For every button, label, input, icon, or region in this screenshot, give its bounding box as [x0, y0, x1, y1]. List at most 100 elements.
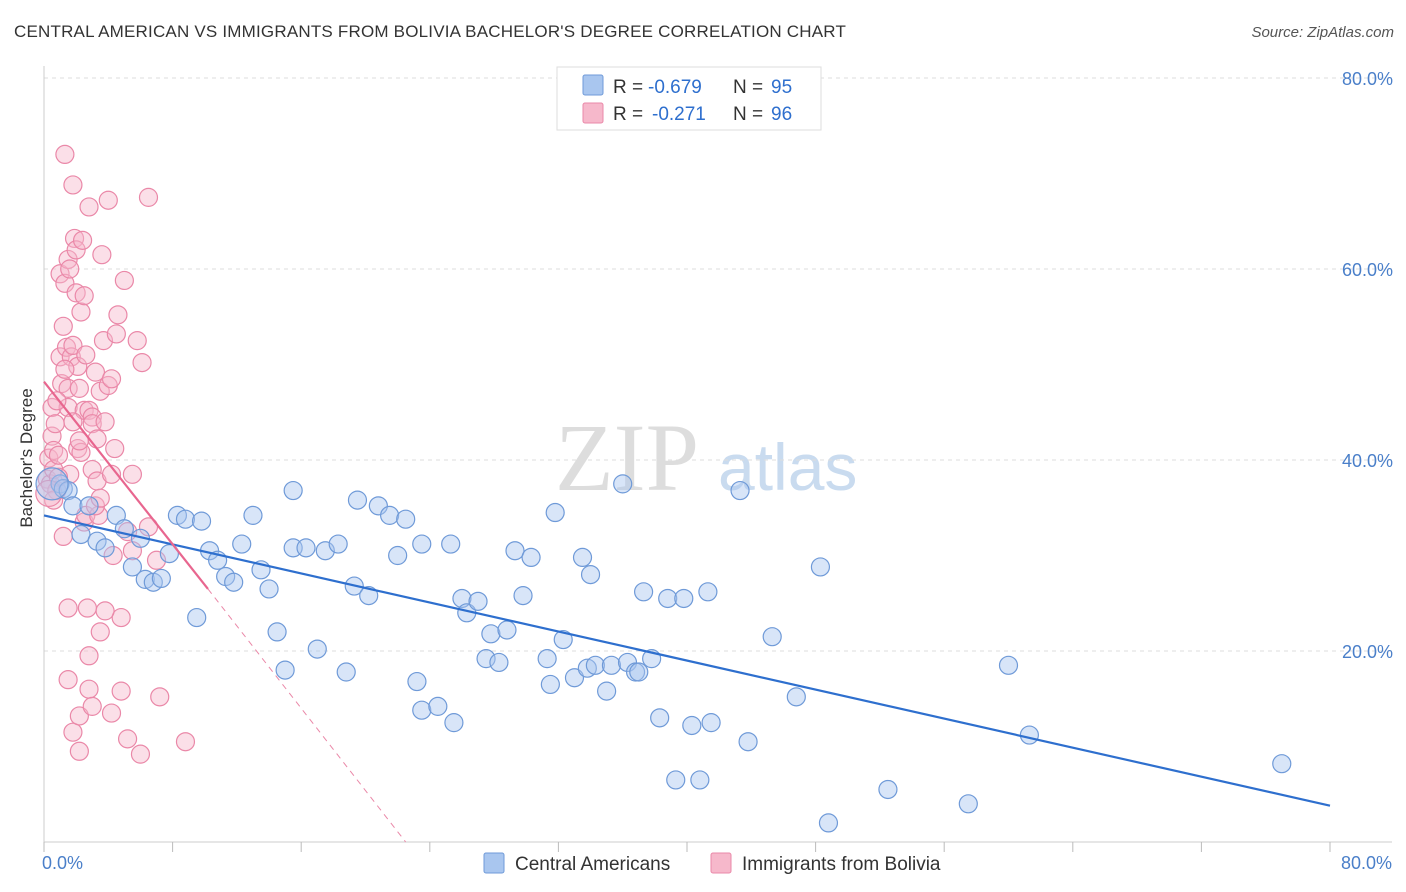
bolivia-point: [122, 464, 143, 484]
bottom-legend-swatch-blue: [483, 852, 505, 874]
axes: [43, 66, 1392, 852]
legend-r-label-2: R =: [613, 104, 643, 125]
central-american-point: [629, 662, 649, 682]
central-american-point: [481, 624, 501, 644]
legend-swatch-blue: [582, 74, 604, 96]
bolivia-point: [103, 545, 123, 566]
bolivia-point: [95, 412, 115, 432]
central-american-point: [79, 496, 99, 516]
legend-n-value-2: 96: [771, 104, 792, 125]
central-american-point: [658, 588, 678, 609]
bolivia-point: [98, 190, 118, 210]
central-american-point: [407, 671, 427, 692]
bolivia-point: [48, 445, 69, 465]
central-american-point: [682, 715, 702, 736]
central-american-point: [489, 652, 509, 673]
central-american-point: [275, 660, 295, 680]
bolivia-point: [50, 264, 70, 284]
central-american-point: [572, 547, 593, 568]
bolivia-point: [132, 352, 152, 373]
central-american-point: [452, 588, 472, 609]
central-american-point: [545, 502, 565, 523]
source-credit: Source: ZipAtlas.com: [1251, 24, 1394, 41]
bolivia-point: [82, 459, 102, 480]
central-american-point: [87, 531, 107, 551]
bolivia-point: [105, 438, 125, 459]
bolivia-point: [108, 305, 128, 325]
central-american-point: [396, 509, 416, 529]
legend-r-value-2: -0.271: [652, 104, 706, 125]
central-american-point: [878, 779, 898, 800]
trend-lines: [43, 381, 1331, 843]
bolivia-point: [127, 331, 147, 351]
central-american-point: [580, 564, 601, 585]
central-american-point: [151, 568, 171, 589]
bolivia-point: [114, 270, 134, 291]
gridlines: [44, 77, 1392, 652]
bolivia-point: [175, 732, 196, 752]
central-american-point: [71, 524, 91, 545]
y-axis-label: Bachelor's Degree: [17, 388, 36, 527]
legend-swatch-pink: [582, 102, 604, 124]
central-american-point: [232, 534, 252, 554]
central-american-point: [95, 538, 115, 558]
bolivia-point: [79, 197, 99, 217]
central-american-point: [347, 490, 368, 510]
central-american-point: [730, 480, 750, 501]
trend-line-central-americans: [43, 514, 1331, 807]
central-american-point-large: [35, 467, 69, 501]
central-american-point: [521, 547, 541, 568]
central-american-point: [1019, 725, 1039, 745]
central-american-point: [243, 505, 263, 525]
central-american-point: [359, 586, 379, 606]
central-american-point: [738, 732, 758, 752]
central-american-point: [175, 509, 196, 529]
legend: R = -0.679 N = 95 R = -0.271 N = 96: [556, 66, 822, 131]
bolivia-point: [69, 706, 89, 726]
bolivia-point: [53, 526, 73, 547]
central-american-point: [122, 557, 143, 577]
central-american-point: [380, 505, 400, 525]
legend-r-label-1: R =: [613, 77, 643, 98]
watermark-zip: ZIP: [555, 404, 699, 511]
bolivia-point: [55, 144, 75, 164]
central-american-point: [650, 708, 670, 728]
bolivia-point: [117, 729, 138, 749]
bottom-legend-swatch-pink: [710, 852, 732, 874]
bolivia-point: [74, 286, 94, 306]
bolivia-point: [58, 670, 78, 690]
central-american-point: [388, 545, 408, 566]
bolivia-point: [63, 175, 83, 195]
bolivia-point: [58, 378, 78, 398]
central-american-point: [224, 572, 244, 592]
central-american-point: [810, 557, 831, 577]
central-american-point: [564, 668, 585, 688]
legend-n-label-2: N =: [733, 104, 763, 125]
bolivia-point: [106, 324, 126, 344]
central-american-point: [283, 480, 303, 501]
central-american-point: [958, 794, 978, 814]
central-american-point: [412, 700, 432, 720]
bolivia-point: [60, 259, 80, 279]
bolivia-point: [63, 722, 83, 742]
central-american-point: [428, 696, 448, 716]
central-american-point: [191, 511, 212, 531]
bolivia-point: [72, 230, 93, 250]
legend-n-label-1: N =: [733, 77, 763, 98]
central-american-point: [613, 474, 633, 494]
central-american-point: [468, 591, 488, 611]
central-american-point: [441, 534, 461, 554]
bolivia-point: [66, 240, 86, 260]
bolivia-point: [63, 335, 83, 355]
series-central-americans-points: [35, 467, 1292, 833]
bolivia-point: [101, 369, 122, 389]
y-tick-label-40: 40.0%: [1342, 451, 1393, 471]
bolivia-point: [79, 679, 99, 699]
central-american-point: [674, 588, 694, 609]
bottom-legend-label-central-americans: Central Americans: [515, 854, 670, 875]
bolivia-point: [69, 741, 89, 761]
central-american-point: [412, 534, 432, 554]
series-bolivia-points: [35, 144, 196, 764]
central-american-point: [690, 770, 710, 790]
